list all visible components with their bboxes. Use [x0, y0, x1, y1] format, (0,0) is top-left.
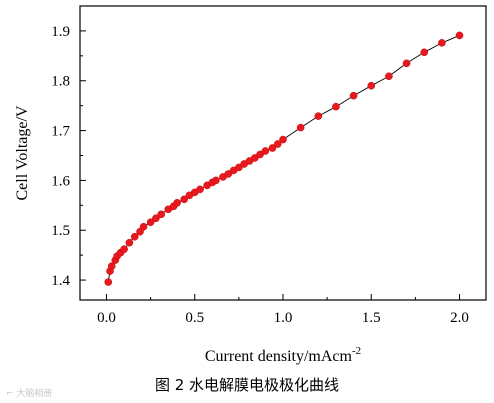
data-point	[107, 262, 116, 270]
data-point	[261, 147, 270, 155]
y-tick-label: 1.7	[51, 124, 70, 140]
data-point	[256, 150, 264, 159]
x-tick-label: 1.5	[362, 310, 381, 326]
y-axis-title: Cell Voltage/V	[14, 105, 31, 200]
data-point	[314, 112, 323, 120]
figure-caption: 图 2 水电解膜电极极化曲线	[154, 376, 340, 394]
data-point	[438, 39, 446, 47]
x-tick-label: 0.5	[185, 310, 204, 326]
y-tick-label: 1.6	[51, 173, 70, 189]
data-point	[455, 31, 464, 40]
x-axis-title-text: Current density/mAcm	[205, 348, 353, 365]
data-point	[402, 59, 411, 68]
data-point	[146, 218, 155, 227]
polarization-chart: 0.0 0.5 1.0 1.5 2.0 1.4 1.5 1.6 1.7 1.8 1.9 Cell V…	[14, 5, 487, 365]
x-tick-label: 0.0	[97, 310, 116, 326]
data-point	[235, 163, 243, 172]
watermark: ⌐ 大脑相册	[6, 389, 53, 399]
ticks-layer: 0.0 0.5 1.0 1.5 2.0 1.4 1.5 1.6 1.7 1.8 1.9	[51, 24, 469, 326]
data-point	[180, 195, 188, 204]
series-layer	[104, 31, 464, 286]
data-point	[273, 140, 282, 148]
data-point	[420, 48, 429, 57]
x-axis-title: Current density/mAcm-2	[205, 345, 361, 365]
data-point	[279, 135, 287, 144]
data-point	[152, 214, 160, 223]
data-point	[125, 238, 134, 247]
series-line	[107, 34, 460, 283]
data-point	[120, 245, 128, 253]
data-point	[212, 176, 220, 185]
data-point	[296, 123, 305, 132]
data-point	[332, 102, 340, 111]
data-point	[385, 72, 393, 81]
data-point	[224, 170, 233, 178]
y-tick-label: 1.8	[51, 74, 70, 90]
data-point	[349, 91, 358, 100]
data-point	[157, 210, 165, 219]
y-tick-label: 1.4	[51, 273, 70, 289]
data-point	[367, 81, 376, 90]
y-tick-label: 1.9	[51, 24, 70, 40]
x-axis-title-superscript: -2	[352, 345, 361, 357]
x-tick-label: 1.0	[274, 310, 293, 326]
data-point	[196, 185, 204, 194]
data-point	[250, 154, 259, 162]
data-point	[104, 278, 113, 286]
x-tick-label: 2.0	[450, 310, 469, 326]
data-point	[130, 232, 139, 241]
y-tick-label: 1.5	[51, 223, 70, 239]
data-point	[268, 144, 277, 152]
data-point	[139, 222, 148, 231]
data-point	[173, 199, 181, 207]
